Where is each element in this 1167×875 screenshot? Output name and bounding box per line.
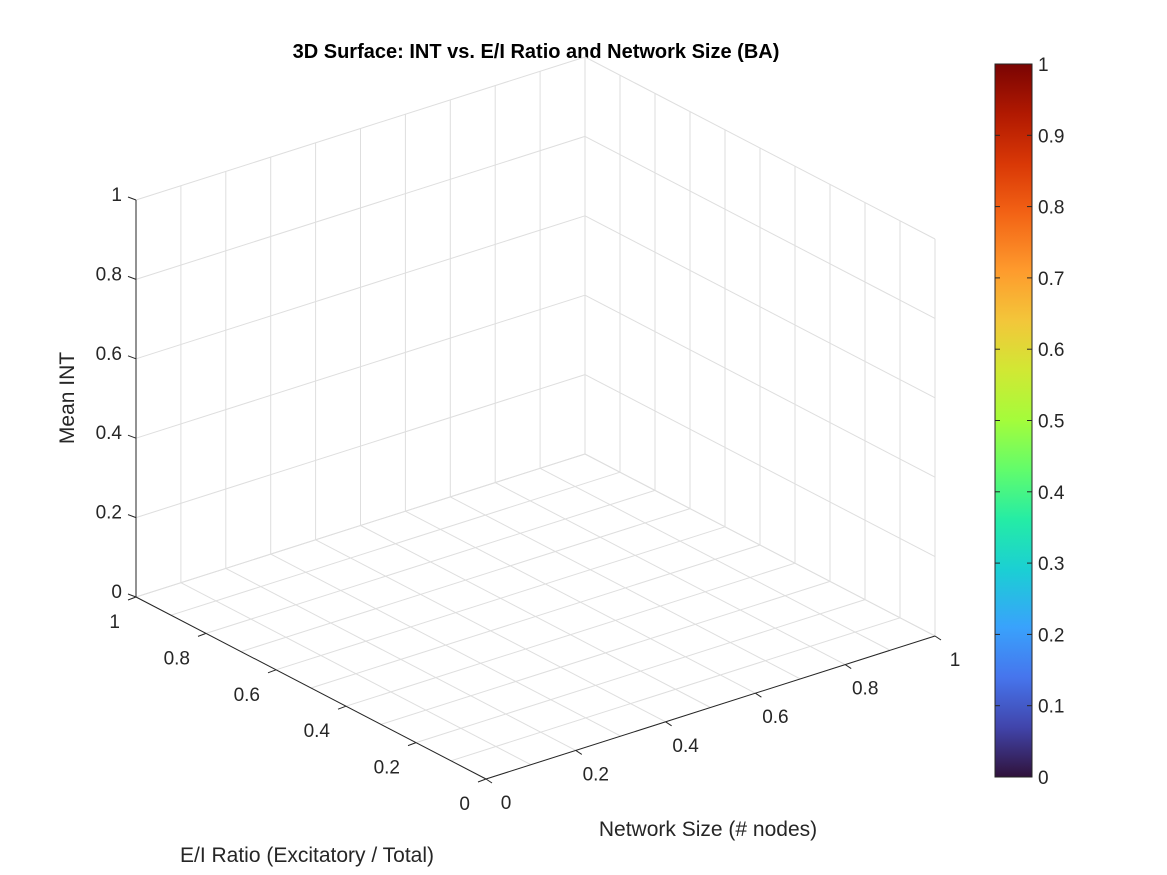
y-axis-line — [135, 596, 487, 780]
x-tick-mark — [755, 692, 762, 698]
x-tick-mark — [665, 721, 672, 727]
z-tick-label: 0.8 — [96, 264, 122, 285]
colorbar-tick-label: 0.3 — [1038, 554, 1064, 575]
colorbar-ticks: 0 0.1 0.2 0.3 0.4 0.5 0.6 0.7 0.8 0.9 1 — [995, 55, 1065, 789]
y-tick-label: 0.4 — [304, 721, 331, 742]
x-tick-label: 0.6 — [762, 707, 788, 728]
side-wall-grid-line — [584, 135, 936, 319]
y-tick-mark — [127, 596, 137, 601]
x-tick-label: 0 — [501, 793, 512, 814]
y-tick-label: 0.2 — [374, 758, 400, 779]
side-wall-grid-line — [584, 294, 936, 478]
x-tick-label: 0.4 — [672, 736, 699, 757]
y-tick-label: 0 — [459, 794, 470, 815]
floor-grid-line — [240, 508, 691, 653]
z-tick-labels: 0 0.2 0.4 0.6 0.8 1 — [96, 185, 137, 603]
z-tick-label: 0.6 — [96, 344, 122, 365]
z-tick-mark — [127, 434, 137, 439]
z-tick-label: 1 — [111, 185, 122, 206]
z-tick-mark — [127, 275, 137, 280]
x-tick-labels: 0 0.2 0.4 0.6 0.8 1 — [485, 635, 961, 814]
back-wall-grid-line — [135, 374, 586, 519]
colorbar: 0 0.1 0.2 0.3 0.4 0.5 0.6 0.7 0.8 0.9 1 — [994, 55, 1065, 789]
floor-grid-line — [494, 482, 846, 666]
x-tick-label: 0.8 — [852, 679, 878, 700]
z-tick-mark — [127, 514, 137, 519]
colorbar-tick-label: 0 — [1038, 768, 1049, 789]
colorbar-gradient — [994, 63, 1033, 778]
z-axis-label: Mean INT — [56, 352, 79, 444]
floor-grid-line — [275, 526, 726, 671]
y-tick-labels: 0 0.2 0.4 0.6 0.8 1 — [109, 596, 487, 815]
y-tick-mark — [337, 705, 347, 710]
y-tick-mark — [477, 778, 487, 783]
floor-grid-line — [310, 544, 761, 689]
colorbar-tick-label: 0.4 — [1038, 483, 1065, 504]
x-tick-label: 1 — [950, 650, 961, 671]
x-tick-mark — [575, 749, 583, 755]
side-wall-grid-line — [584, 56, 936, 240]
x-tick-mark — [485, 778, 493, 784]
side-wall-grid-line — [584, 215, 936, 399]
colorbar-tick-label: 0.2 — [1038, 625, 1064, 646]
y-tick-mark — [407, 742, 417, 747]
colorbar-tick-label: 0.8 — [1038, 198, 1064, 219]
x-axis-label: Network Size (# nodes) — [599, 818, 817, 841]
side-wall-grid-line — [584, 453, 936, 637]
floor-grid-line — [539, 467, 891, 651]
colorbar-tick-label: 0.7 — [1038, 269, 1064, 290]
z-tick-mark — [127, 593, 137, 598]
x-tick-mark — [844, 664, 852, 670]
colorbar-tick-label: 0.5 — [1038, 412, 1064, 433]
colorbar-tick-label: 1 — [1038, 55, 1049, 76]
back-wall-grid-line — [135, 453, 586, 598]
colorbar-tick-label: 0.6 — [1038, 340, 1064, 361]
floor-grid-line — [450, 496, 801, 680]
y-tick-mark — [267, 669, 277, 674]
back-wall-grid-line — [135, 294, 586, 439]
back-wall-grid-line — [135, 56, 586, 201]
z-tick-mark — [127, 196, 137, 201]
z-tick-label: 0 — [111, 582, 122, 603]
z-tick-label: 0.4 — [96, 423, 123, 444]
z-tick-label: 0.2 — [96, 503, 122, 524]
colorbar-tick-label: 0.9 — [1038, 126, 1064, 147]
floor-grid-line — [405, 510, 756, 694]
y-tick-mark — [197, 632, 207, 637]
side-wall-grid-line — [584, 374, 936, 558]
x-tick-mark — [934, 635, 942, 641]
floor-grid-line — [205, 489, 656, 634]
x-axis-line — [485, 635, 936, 780]
x-tick-label: 0.2 — [583, 764, 609, 785]
y-axis-label: E/I Ratio (Excitatory / Total) — [180, 844, 434, 867]
y-tick-label: 0.6 — [234, 685, 260, 706]
y-tick-label: 0.8 — [164, 648, 190, 669]
y-tick-label: 1 — [109, 612, 120, 633]
floor-grid-line — [170, 471, 621, 616]
chart-title: 3D Surface: INT vs. E/I Ratio and Networ… — [293, 41, 780, 63]
back-wall-grid-line — [135, 215, 586, 360]
axis-lines — [135, 200, 936, 780]
back-wall-grid-line — [135, 135, 586, 280]
z-tick-mark — [127, 355, 137, 360]
grid-lines — [135, 56, 936, 780]
colorbar-tick-label: 0.1 — [1038, 697, 1064, 718]
